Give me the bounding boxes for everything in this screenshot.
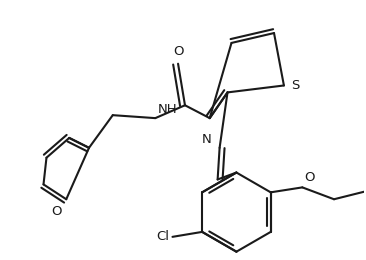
Text: NH: NH bbox=[157, 103, 177, 116]
Text: O: O bbox=[305, 171, 315, 184]
Text: S: S bbox=[291, 79, 299, 92]
Text: Cl: Cl bbox=[157, 230, 169, 243]
Text: O: O bbox=[173, 45, 183, 58]
Text: N: N bbox=[202, 133, 212, 146]
Text: O: O bbox=[51, 205, 61, 218]
